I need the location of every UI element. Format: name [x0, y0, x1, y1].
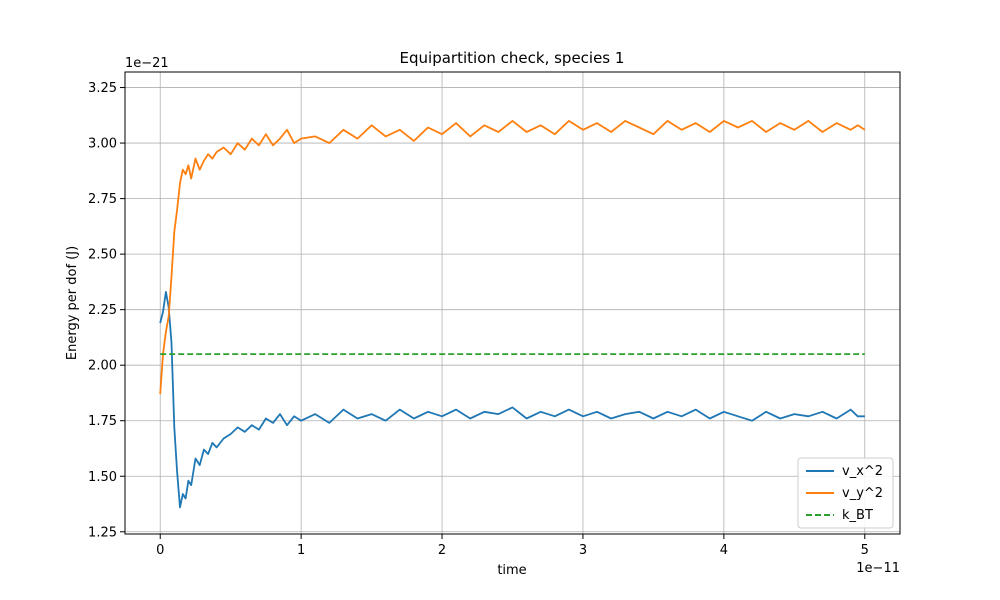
- y-tick-label: 3.00: [88, 137, 117, 152]
- x-tick-label: 5: [861, 543, 869, 558]
- y-tick-label: 1.50: [88, 470, 117, 485]
- y-tick-label: 2.00: [88, 359, 117, 374]
- x-tick-label: 4: [720, 543, 728, 558]
- x-tick-label: 0: [156, 543, 164, 558]
- ticks: 0 1 2 3 4 5 1.25 1.50 1.75 2.00 2.25 2.50 2.75 3.00 3.…: [88, 81, 869, 558]
- legend-label-v-y2: v_y^2: [842, 486, 883, 501]
- y-axis-label: Energy per dof (J): [65, 246, 80, 360]
- x-tick-label: 1: [297, 543, 305, 558]
- series-line-1: [159, 120, 866, 395]
- x-tick-label: 3: [579, 543, 587, 558]
- series-layer: [159, 120, 866, 509]
- grid: [125, 72, 900, 534]
- legend-label-kbt: k_BT: [842, 508, 873, 523]
- legend-label-v-x2: v_x^2: [842, 464, 883, 479]
- chart-title: Equipartition check, species 1: [400, 49, 625, 67]
- x-tick-label: 2: [438, 543, 446, 558]
- x-offset-text: 1e−11: [856, 561, 900, 576]
- y-tick-label: 1.75: [88, 414, 117, 429]
- plot-frame: [124, 71, 901, 535]
- series-line-0: [159, 291, 865, 509]
- legend: v_x^2 v_y^2 k_BT: [797, 457, 894, 529]
- x-axis-label: time: [497, 563, 526, 578]
- y-tick-label: 3.25: [88, 81, 117, 96]
- y-tick-label: 2.25: [88, 303, 117, 318]
- legend-box: [797, 457, 894, 529]
- y-offset-text: 1e−21: [125, 56, 169, 71]
- y-tick-label: 1.25: [88, 525, 117, 540]
- y-tick-label: 2.75: [88, 192, 117, 207]
- y-tick-label: 2.50: [88, 248, 117, 263]
